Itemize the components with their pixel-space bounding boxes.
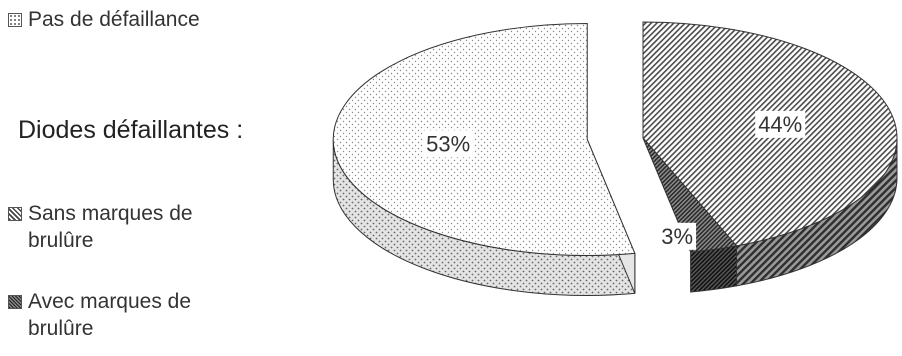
legend: Pas de défaillance Diodes défaillantes :… xyxy=(0,0,330,356)
pie-slice-top xyxy=(642,137,738,253)
pie-slice-dense-hatch xyxy=(642,137,738,293)
dots-swatch-icon xyxy=(8,13,22,27)
legend-label-line2: brulûre xyxy=(28,317,94,340)
pie-slice-label: 44% xyxy=(758,112,802,137)
pie-slice-label: 53% xyxy=(426,131,470,156)
legend-item-no-burn: Sans marques de brulûre xyxy=(0,200,193,254)
hatch-swatch-icon xyxy=(8,207,22,221)
pie-slice-top xyxy=(332,22,636,256)
legend-label-line2: brulûre xyxy=(28,229,94,252)
legend-item-no-failure: Pas de défaillance xyxy=(0,6,200,33)
pie-label-bg xyxy=(755,110,806,138)
pie-slice-side xyxy=(690,245,738,293)
legend-label-line1: Sans marques de xyxy=(28,202,193,225)
pie-slice-dots xyxy=(332,22,636,296)
pie-label-bg xyxy=(658,222,697,250)
dense-hatch-swatch-icon xyxy=(8,295,22,309)
legend-label-line1: Avec marques de xyxy=(28,290,192,313)
pie-slice-label: 3% xyxy=(661,224,693,249)
legend-heading: Diodes défaillantes : xyxy=(18,116,244,144)
pie-label-bg xyxy=(423,130,474,158)
legend-label: Pas de défaillance xyxy=(28,8,200,31)
legend-item-burn: Avec marques de brulûre xyxy=(0,288,191,342)
